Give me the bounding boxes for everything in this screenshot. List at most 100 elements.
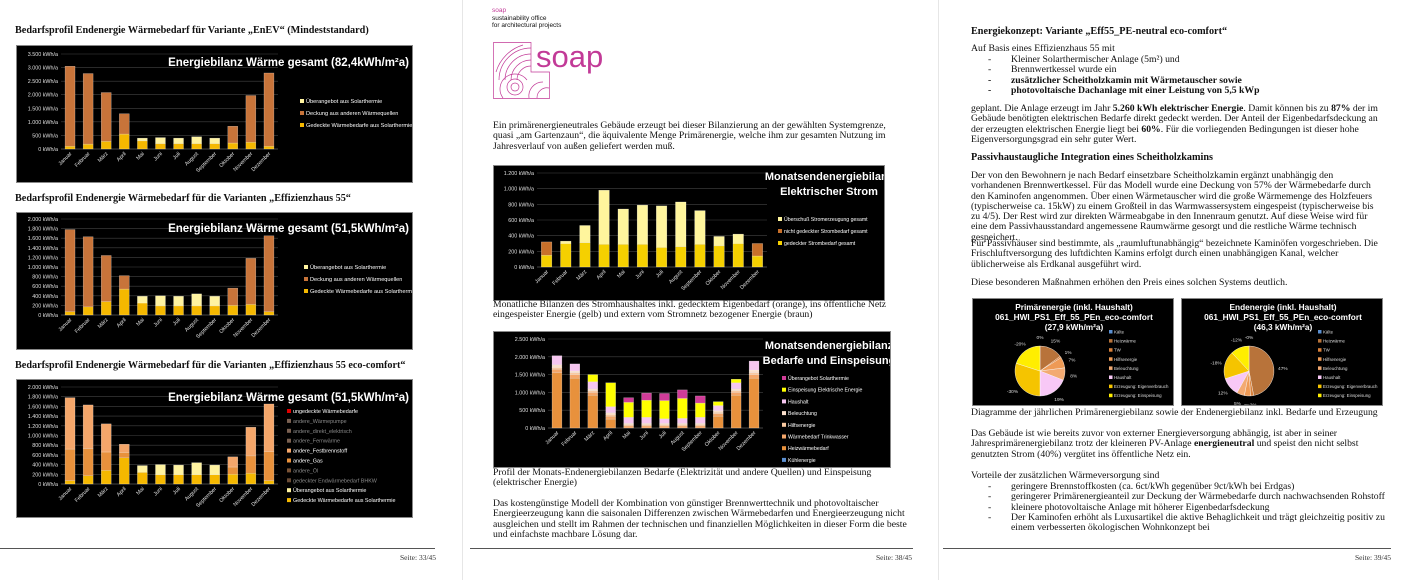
bar-segment — [82, 143, 94, 150]
x-tick-label: Juni — [153, 317, 164, 328]
legend-label: Kälte — [1114, 330, 1125, 335]
x-tick-label: Februar — [552, 269, 570, 287]
chart-bedarfe-einspeisung: 0 kWh/a 500 kWh/a 1.000 kWh/a 1.500 kWh/a 2.… — [493, 331, 891, 468]
bar-segment — [751, 255, 763, 268]
legend-label: Überangebot aus Solarthermie — [293, 487, 366, 494]
bar-segment — [541, 255, 553, 268]
bar-segment — [541, 241, 553, 256]
bar-segment — [641, 425, 652, 429]
heading-eff55-eco: Bedarfsprofil Endenergie Wärmebedarf für… — [15, 360, 406, 371]
pie-data-label: 7% — [1069, 357, 1077, 363]
y-tick-label: 1.500 kWh/a — [28, 106, 58, 112]
bar-segment — [659, 424, 670, 427]
bar-segment — [551, 372, 563, 429]
legend-label: Heizwärme — [1323, 339, 1346, 344]
x-tick-label: Juni — [153, 486, 164, 497]
legend-swatch — [1318, 375, 1322, 379]
bar-segment — [694, 244, 706, 268]
x-tick-label: August — [668, 269, 684, 285]
legend-swatch — [1109, 339, 1113, 343]
bullet-list-vorteile: geringere Brennstoffkosten (ca. 6ct/kWh … — [971, 481, 1389, 533]
pie-data-label: -12% — [1231, 337, 1243, 343]
bar-segment — [209, 305, 220, 316]
legend-swatch — [1318, 330, 1322, 334]
bar-segment — [173, 464, 184, 475]
legend-label: andere_Festbrennstoff — [293, 449, 348, 455]
pie-data-label: 2% — [1250, 403, 1258, 405]
pie-data-label: 12% — [1218, 391, 1228, 397]
bar-segment — [694, 210, 706, 245]
logo-header: soap sustainability office for architect… — [492, 7, 561, 30]
bar-segment — [173, 137, 184, 144]
bar-segment — [695, 424, 706, 427]
pie-data-label: 1% — [1065, 350, 1073, 356]
bar-segment — [101, 451, 112, 471]
pie-data-label: -30% — [1007, 389, 1019, 395]
legend-label: Deckung aus anderen Wärmequellen — [310, 277, 402, 283]
bar-segment — [245, 427, 257, 457]
x-tick-label: August — [184, 151, 200, 167]
paragraph-preis: Diese besonderen Maßnahmen erhöhen den P… — [971, 277, 1288, 288]
legend-label: Überangebot aus Solarthermie — [310, 264, 386, 271]
bar-segment — [598, 244, 610, 268]
legend-label: TW — [1323, 348, 1331, 353]
bar-segment — [713, 413, 724, 417]
bar-segment — [245, 304, 257, 316]
pie-data-label: -20% — [1014, 341, 1026, 347]
y-tick-label: 200 kWh/a — [508, 249, 534, 255]
legend-label: Überangebot aus Solarthermie — [306, 98, 382, 105]
legend-swatch — [782, 422, 786, 427]
y-tick-label: 1.600 kWh/a — [28, 236, 58, 242]
legend-swatch — [1318, 366, 1322, 370]
bar-segment — [605, 412, 616, 415]
bar-segment — [656, 205, 668, 248]
y-tick-label: 2.000 kWh/a — [28, 385, 58, 391]
bar-segment — [245, 473, 257, 485]
bar-segment — [263, 72, 275, 147]
legend-swatch — [778, 217, 782, 221]
x-tick-label: Dezember — [251, 317, 273, 339]
bar-segment — [263, 451, 275, 481]
y-tick-label: 2.000 kWh/a — [28, 93, 58, 99]
bar-segment — [656, 247, 668, 268]
list-item: photovoltaische Dachanlage mit einer Lei… — [971, 85, 1391, 96]
y-tick-label: 1.000 kWh/a — [28, 120, 58, 126]
bar-segment — [245, 95, 257, 143]
bar-segment — [659, 400, 670, 419]
legend-label: andere_Gas — [293, 459, 323, 465]
x-tick-label: Dezember — [739, 269, 761, 291]
bar-segment — [732, 243, 744, 268]
legend-swatch — [300, 111, 304, 115]
pie-endenergie: Endenergie (inkl. Haushalt) 061_HWI_PS1_E… — [1181, 298, 1383, 406]
bar-segment — [64, 311, 76, 316]
bullet-list-components: Kleiner Solarthermischer Anlage (5m²) un… — [971, 54, 1391, 96]
caption-bedarfe: Profil der Monats-Endenergiebilanzen Bed… — [493, 467, 872, 489]
bar-segment — [748, 369, 760, 374]
bar-segment — [64, 397, 76, 450]
legend-label: Überangebot Solarthermie — [788, 375, 849, 382]
bar-segment — [623, 402, 634, 418]
bar-segment — [695, 402, 706, 418]
legend-swatch — [287, 498, 291, 503]
soap-logo-icon — [493, 42, 550, 99]
logo-small-text: soap — [492, 7, 507, 14]
legend-label: Beleuchtung — [1323, 366, 1348, 371]
bar-segment — [636, 244, 648, 268]
bar-segment — [751, 243, 763, 257]
legend-label: Haushalt — [1114, 375, 1132, 380]
bar-segment — [155, 474, 166, 485]
pie-primaerenergie: Primärenergie (inkl. Haushalt) 061_HWI_PS… — [972, 298, 1174, 406]
bar-segment — [64, 66, 76, 147]
legend-swatch — [304, 289, 308, 293]
chart-title: Monatsendenergiebilanz — [765, 171, 884, 183]
bar-segment — [730, 390, 742, 393]
chart-title: (27,9 kWh/m²a) — [1045, 322, 1104, 332]
x-tick-label: April — [116, 151, 128, 163]
text-run: . Damit können bis zu — [1243, 103, 1332, 114]
x-tick-label: Juli — [172, 151, 182, 161]
pie-slice — [1248, 345, 1275, 396]
y-tick-label: 600 kWh/a — [508, 218, 534, 224]
pie-data-label: -0% — [1245, 335, 1254, 341]
x-tick-label: März — [583, 430, 596, 443]
caption-strom: Monatliche Bilanzen des Stromhaushaltes … — [493, 299, 887, 321]
